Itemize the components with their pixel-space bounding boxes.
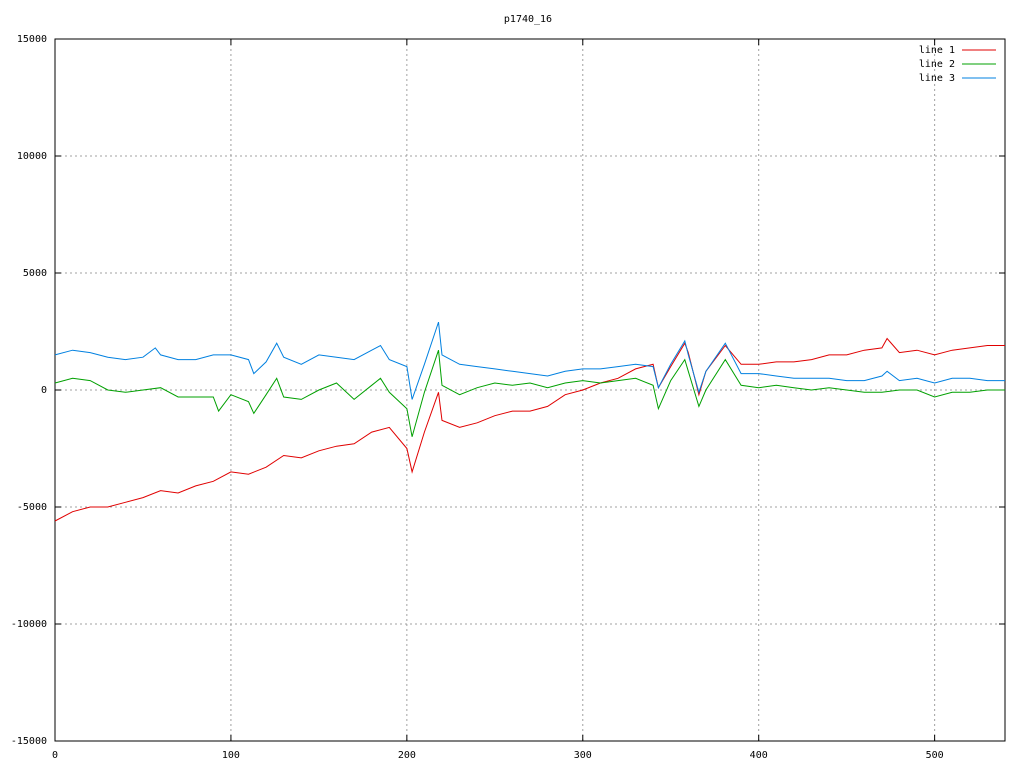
chart-title: p1740_16 [504,14,552,25]
data-line [54,337,1005,522]
x-tick-label: 100 [222,750,240,761]
y-tick-label: 5000 [23,268,47,279]
y-tick-label: -15000 [11,736,47,747]
y-tick-label: 15000 [17,34,47,45]
x-tick-label: 0 [52,750,58,761]
legend-label: line 1 [919,45,955,56]
y-tick-label: -10000 [11,619,47,630]
data-line [54,350,1005,437]
x-tick-label: 200 [398,750,416,761]
x-tick-label: 400 [750,750,768,761]
x-tick-label: 500 [926,750,944,761]
legend-label: line 3 [919,73,955,84]
x-tick-label: 300 [574,750,592,761]
legend-label: line 2 [919,59,955,70]
data-line [54,321,1005,400]
y-tick-label: 0 [41,385,47,396]
y-tick-label: -5000 [17,502,47,513]
y-tick-label: 10000 [17,151,47,162]
